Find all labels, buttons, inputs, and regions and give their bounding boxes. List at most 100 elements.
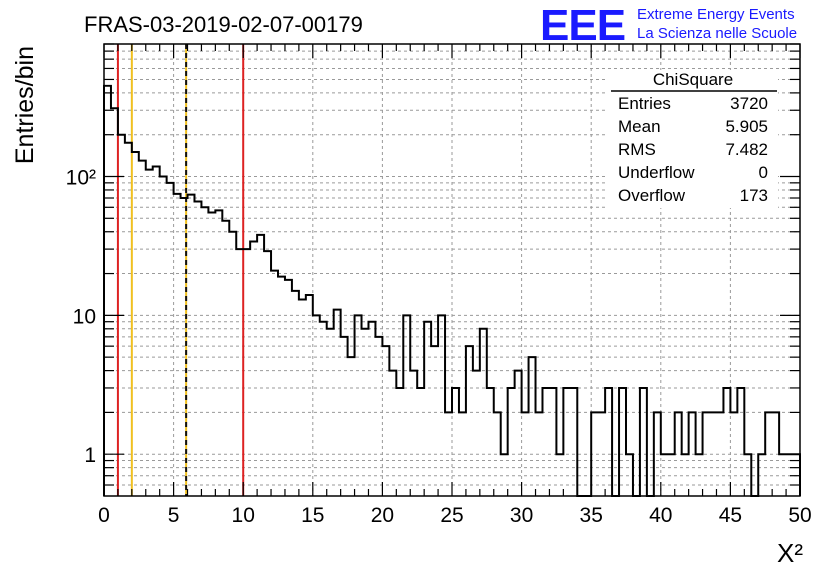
histogram-bin (661, 454, 668, 496)
histogram-bin (236, 249, 243, 496)
histogram-bin (139, 161, 146, 496)
histogram-bin (229, 232, 236, 496)
histogram-bin (682, 454, 689, 496)
histogram-bin (389, 371, 396, 496)
stats-label-underflow: Underflow (618, 163, 695, 182)
histogram-bin (563, 388, 570, 496)
histogram-bin (125, 143, 132, 496)
grid-lines (104, 43, 800, 496)
histogram-bin (487, 388, 494, 496)
stats-label-rms: RMS (618, 140, 656, 159)
histogram-bin (285, 280, 292, 496)
histogram-bin (111, 108, 118, 496)
histogram-bin (215, 210, 222, 496)
histogram-bin (473, 371, 480, 496)
histogram-bin (591, 412, 598, 496)
histogram-bin (306, 295, 313, 496)
histogram-bin (292, 291, 299, 496)
histogram-bin (772, 412, 779, 496)
stats-label-overflow: Overflow (618, 186, 686, 205)
histogram-bin (710, 412, 717, 496)
histogram-bin (264, 251, 271, 496)
histogram-bin (167, 183, 174, 496)
histogram-bin (132, 152, 139, 496)
histogram-bin (104, 86, 111, 496)
stats-value-mean: 5.905 (725, 117, 768, 136)
histogram-bin (570, 388, 577, 496)
histogram-bin (250, 242, 257, 496)
chart-title: FRAS-03-2019-02-07-00179 (84, 12, 363, 37)
histogram-bin (410, 371, 417, 496)
histogram-bin (153, 167, 160, 496)
histogram-bin (181, 198, 188, 496)
histogram-bin (689, 412, 696, 496)
x-tick-label: 5 (168, 504, 180, 527)
histogram-bin (403, 315, 410, 496)
histogram-bin (668, 454, 675, 496)
histogram-bin (201, 207, 208, 496)
histogram-bin (362, 329, 369, 496)
x-tick-label: 35 (580, 504, 603, 527)
histogram-bin (640, 388, 647, 496)
histogram-bin (675, 412, 682, 496)
x-tick-label: 15 (301, 504, 324, 527)
histogram-bin (515, 371, 522, 496)
x-tick-label: 40 (649, 504, 672, 527)
histogram-bin (654, 412, 661, 496)
histogram-bin (536, 412, 543, 496)
histogram-bin (327, 329, 334, 496)
eee-logo-line1: Extreme Energy Events (637, 6, 795, 23)
x-tick-label: 25 (440, 504, 463, 527)
histogram-bin (459, 412, 466, 496)
histogram-bin (730, 412, 737, 496)
stats-value-overflow: 173 (740, 186, 768, 205)
histogram-bin (348, 357, 355, 496)
histogram-bin (313, 315, 320, 496)
stats-title: ChiSquare (653, 70, 733, 89)
histogram-bin (765, 412, 772, 496)
histogram-bin (508, 388, 515, 496)
eee-logo: EEE Extreme Energy Events La Scienza nel… (540, 1, 797, 50)
x-tick-label: 20 (371, 504, 394, 527)
histogram-bin (222, 221, 229, 496)
histogram-bin (466, 346, 473, 496)
x-tick-label: 30 (510, 504, 533, 527)
stats-value-entries: 3720 (730, 94, 768, 113)
stats-value-underflow: 0 (759, 163, 768, 182)
histogram-bin (529, 357, 536, 496)
histogram-bin (271, 271, 278, 496)
y-tick-label: 10² (66, 166, 96, 189)
histogram-bin (445, 412, 452, 496)
histogram-bin (758, 454, 765, 496)
histogram-bin (174, 194, 181, 496)
histogram-bin (334, 310, 341, 496)
x-tick-label: 45 (719, 504, 742, 527)
histogram-bin (375, 337, 382, 496)
histogram-bin (723, 388, 730, 496)
histogram-bin (257, 235, 264, 496)
histogram-bin (556, 454, 563, 496)
histogram-bin (368, 322, 375, 496)
histogram-bin (194, 202, 201, 496)
histogram-bin (542, 388, 549, 496)
histogram-bin (494, 412, 501, 496)
histogram-bin (188, 195, 195, 496)
x-tick-label: 0 (98, 504, 110, 527)
x-axis-label: X² (777, 538, 803, 568)
histogram-bin (737, 388, 744, 496)
histogram-bin (208, 213, 215, 496)
histogram-bin (355, 315, 362, 496)
histogram-bin (480, 329, 487, 496)
histogram-bin (299, 300, 306, 496)
axis-ticks (103, 43, 801, 496)
histogram-bin (341, 337, 348, 496)
histogram-bin (619, 388, 626, 496)
y-tick-label: 1 (84, 444, 96, 467)
histogram-bin (626, 454, 633, 496)
histogram-bin (278, 277, 285, 496)
x-tick-labels: 0 5 10 15 20 25 30 35 40 45 50 (98, 504, 812, 527)
y-tick-labels: 1 10 10² (66, 166, 96, 467)
histogram-bin (779, 454, 786, 496)
histogram-bin (146, 170, 153, 496)
